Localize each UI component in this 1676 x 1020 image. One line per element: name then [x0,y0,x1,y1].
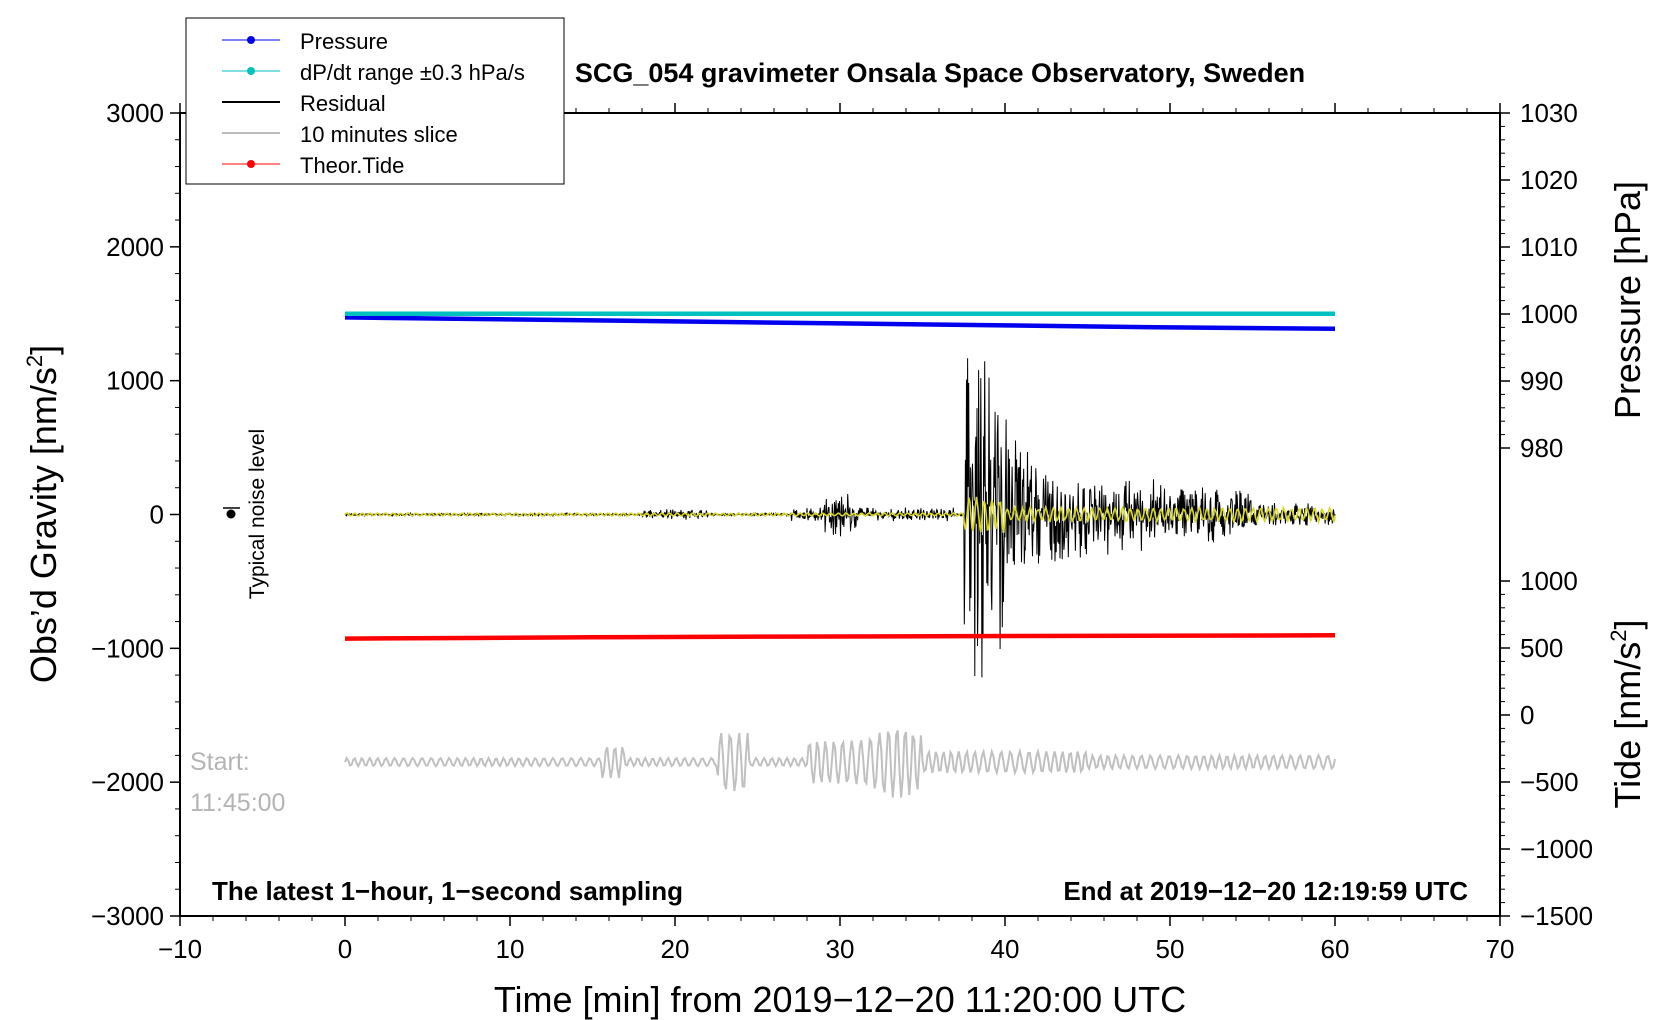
tide-tick-label: −500 [1520,767,1579,797]
x-tick-label: 40 [991,934,1020,964]
y-tick-label: 2000 [106,232,164,262]
tide-tick-label: −1500 [1520,901,1593,931]
pressure-tick-label: 1020 [1520,165,1578,195]
x-tick-label: 50 [1156,934,1185,964]
legend-item-residual: Residual [222,91,386,116]
y-axis-label-tide: Tide [nm/s2] [1606,620,1648,809]
pressure-tick-label: 990 [1520,366,1563,396]
y-tick-label: −3000 [91,901,164,931]
y-axis-label-left: Obs’d Gravity [nm/s2] [22,345,64,683]
legend-item-slice: 10 minutes slice [222,122,458,147]
noise-marker [226,509,236,519]
start-label: Start: [190,748,250,776]
legend-item-pressure: Pressure [222,29,388,54]
pressure-tick-label: 1010 [1520,232,1578,262]
x-axis-label: Time [min] from 2019−12−20 11:20:00 UTC [494,979,1186,1020]
tide-tick-label: −1000 [1520,834,1593,864]
y-axis-label-pressure: Pressure [hPa] [1607,181,1648,419]
axis-ticks: −10 0 10 20 30 40 50 60 703000200010000−1000−200… [91,98,1593,964]
x-tick-label: 70 [1486,934,1515,964]
tide-tick-label: 0 [1520,700,1534,730]
data-layer [344,311,1336,798]
series-residual-smoothed [344,496,1336,534]
tide-tick-label: 500 [1520,633,1563,663]
noise-label: Typical noise level [246,429,269,599]
series-theor-tide [344,633,1336,641]
legend-label-dpdt: dP/dt range ±0.3 hPa/s [300,60,525,85]
caption-end-time: End at 2019−12−20 12:19:59 UTC [1063,876,1468,906]
y-tick-label: −2000 [91,767,164,797]
legend-label-slice: 10 minutes slice [300,122,458,147]
y-tick-label: 1000 [106,366,164,396]
x-tick-label: 0 [338,934,352,964]
legend-label-pressure: Pressure [300,29,388,54]
legend-item-tide: Theor.Tide [222,153,404,178]
tide-tick-label: 1000 [1520,566,1578,596]
start-time: 11:45:00 [190,789,285,817]
y-tick-label: 3000 [106,98,164,128]
x-tick-label: 60 [1321,934,1350,964]
x-tick-label: 30 [826,934,855,964]
pressure-tick-label: 1000 [1520,299,1578,329]
y-tick-label: −1000 [91,633,164,663]
x-tick-label: −10 [158,934,202,964]
legend-item-dpdt: dP/dt range ±0.3 hPa/s [222,60,525,85]
pressure-tick-label: 980 [1520,433,1563,463]
x-tick-label: 20 [661,934,690,964]
legend-label-tide: Theor.Tide [300,153,404,178]
caption-sampling: The latest 1−hour, 1−second sampling [212,876,683,906]
x-tick-label: 10 [496,934,525,964]
series-pressure [344,315,1336,331]
pressure-tick-label: 1030 [1520,98,1578,128]
series-10-minutes-slice [344,730,1336,798]
y-tick-label: 0 [150,500,164,530]
legend-label-residual: Residual [300,91,386,116]
chart-title: SCG_054 gravimeter Onsala Space Observat… [575,58,1305,88]
legend: Pressure dP/dt range ±0.3 hPa/s Residual… [185,17,565,185]
